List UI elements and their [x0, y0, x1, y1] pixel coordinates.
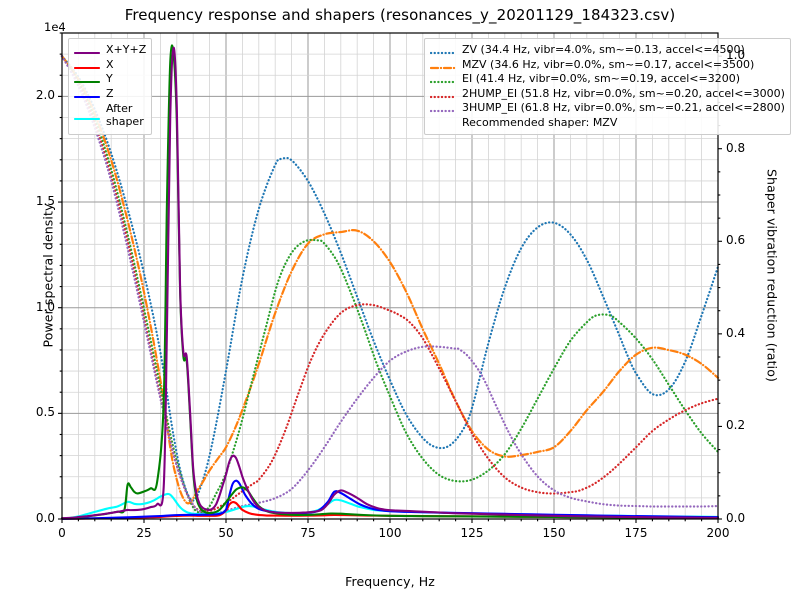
legend-swatch-icon — [429, 102, 457, 114]
shaper-curve-mzv — [60, 55, 720, 505]
legend-label: Y — [106, 72, 113, 86]
shaper-curve-zv — [60, 55, 720, 502]
legend-item-y: Y — [73, 72, 146, 87]
legend-swatch-icon — [73, 59, 101, 71]
chart-title: Frequency response and shapers (resonanc… — [124, 6, 676, 24]
x-tick-label: 175 — [624, 526, 648, 540]
legend-item-zv: ZV (34.4 Hz, vibr=4.0%, sm~=0.13, accel<… — [429, 43, 785, 58]
legend-label: 2HUMP_EI (51.8 Hz, vibr=0.0%, sm~=0.20, … — [462, 86, 785, 100]
y-axis-offset-text: 1e4 — [44, 20, 66, 34]
y-tick-label-right: 0.4 — [726, 325, 746, 340]
legend-swatch-icon — [429, 73, 457, 85]
legend-label: 3HUMP_EI (61.8 Hz, vibr=0.0%, sm~=0.21, … — [462, 101, 785, 115]
shaper-curve-ei — [60, 55, 720, 514]
legend-label: Z — [106, 86, 114, 100]
shaper-curve-2hump_ei — [60, 55, 720, 513]
legend-item-3hump_ei: 3HUMP_EI (61.8 Hz, vibr=0.0%, sm~=0.21, … — [429, 101, 785, 116]
x-tick-label: 125 — [460, 526, 484, 540]
legend-swatch-icon — [429, 44, 457, 56]
psd-curve-x-y-z — [60, 46, 720, 520]
x-tick-label: 150 — [542, 526, 566, 540]
x-tick-label: 50 — [218, 526, 234, 540]
x-tick-label: 75 — [300, 526, 316, 540]
legend-item-z: Z — [73, 86, 146, 102]
shaper-curves — [60, 55, 720, 516]
legend-item-ei: EI (41.4 Hz, vibr=0.0%, sm~=0.19, accel<… — [429, 72, 785, 87]
legend-item-2hump_ei: 2HUMP_EI (51.8 Hz, vibr=0.0%, sm~=0.20, … — [429, 86, 785, 102]
x-axis-label: Frequency, Hz — [345, 574, 435, 589]
axes-spines — [58, 32, 722, 523]
legend-item-x: X — [73, 57, 146, 73]
legend-label: X — [106, 57, 114, 71]
legend-item-x-y-z: X+Y+Z — [73, 43, 147, 58]
legend-item-after-shaper: After shaper — [73, 101, 146, 130]
legend-psd: X+Y+Z X Y Z After shaper — [68, 38, 153, 135]
legend-swatch-icon — [73, 73, 101, 85]
y-tick-label-right: 1.0 — [726, 48, 746, 63]
y-tick-label-right: 0.0 — [726, 511, 746, 525]
y-tick-label-left: 2.0 — [35, 88, 55, 103]
legend-swatch-icon — [429, 88, 457, 100]
legend-label: EI (41.4 Hz, vibr=0.0%, sm~=0.19, accel<… — [462, 72, 740, 86]
x-tick-label: 0 — [58, 526, 66, 540]
y-tick-label-left: 1.0 — [35, 299, 55, 314]
y-tick-label-right: 0.6 — [726, 233, 746, 248]
psd-curve-y — [60, 44, 720, 520]
y-tick-label-right: 0.2 — [726, 418, 746, 433]
legend-item-mzv: MZV (34.6 Hz, vibr=0.0%, sm~=0.17, accel… — [429, 57, 785, 73]
legend-label: MZV (34.6 Hz, vibr=0.0%, sm~=0.17, accel… — [462, 57, 755, 71]
x-tick-label: 100 — [378, 526, 402, 540]
legend-swatch-icon — [429, 59, 457, 71]
shaper-curve-3hump_ei — [60, 55, 720, 516]
legend-label: ZV (34.4 Hz, vibr=4.0%, sm~=0.13, accel<… — [462, 43, 745, 57]
y-tick-label-left: 1.5 — [35, 194, 55, 209]
legend-swatch-icon — [73, 44, 101, 56]
x-tick-label: 200 — [706, 526, 730, 540]
recommended-shaper-note: Recommended shaper: MZV — [462, 115, 618, 129]
legend-shapers: ZV (34.4 Hz, vibr=4.0%, sm~=0.13, accel<… — [424, 38, 791, 135]
y-tick-label-left: 0.5 — [35, 405, 55, 420]
legend-swatch-icon — [73, 88, 101, 100]
legend-swatch-icon — [73, 110, 101, 122]
y-tick-label-left: 0.0 — [35, 511, 55, 525]
y-tick-label-right: 0.8 — [726, 140, 746, 155]
x-tick-label: 25 — [136, 526, 152, 540]
legend-label: X+Y+Z — [106, 43, 147, 57]
psd-curves — [60, 44, 720, 520]
legend-label: After shaper — [106, 102, 144, 128]
